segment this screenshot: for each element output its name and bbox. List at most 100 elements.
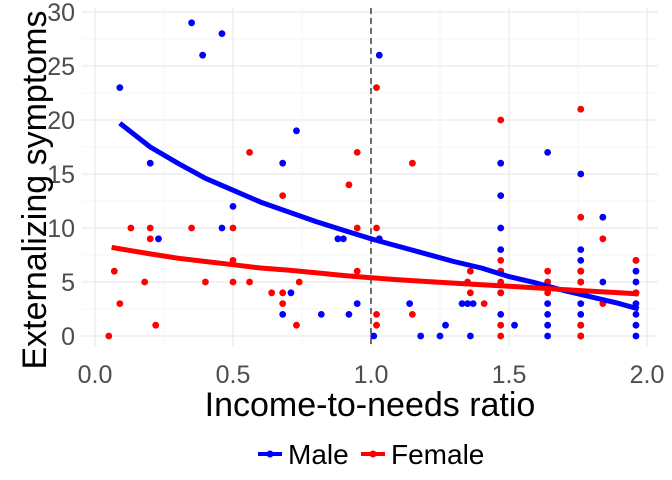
y-tick-label: 30	[47, 0, 75, 27]
data-point-male	[511, 321, 518, 329]
data-point-male	[436, 332, 444, 340]
data-point-male	[599, 213, 607, 221]
data-point-female	[577, 332, 585, 340]
data-point-female	[409, 311, 416, 318]
data-point-female	[141, 278, 149, 286]
data-point-female	[146, 224, 154, 232]
data-point-male	[497, 159, 505, 167]
data-point-female	[293, 321, 300, 329]
data-point-male	[146, 159, 154, 167]
y-tick-label: 10	[47, 215, 75, 243]
data-point-female	[127, 224, 135, 232]
data-point-male	[287, 289, 295, 297]
data-point-male	[155, 235, 162, 243]
y-axis-title: Externalizing symptoms	[16, 10, 54, 369]
data-point-female	[577, 213, 585, 221]
y-tick-labels: 0 5 10 15 20 25 30	[47, 0, 75, 351]
data-point-male	[458, 300, 466, 307]
data-point-male	[417, 332, 425, 340]
data-point-female	[246, 149, 253, 156]
y-tick-label: 0	[61, 323, 75, 351]
data-point-male	[353, 300, 361, 307]
data-point-male	[599, 278, 607, 286]
data-point-female	[353, 149, 361, 156]
x-tick-label: 1.5	[492, 361, 527, 389]
data-point-female	[544, 267, 552, 275]
data-point-female	[202, 278, 209, 286]
data-point-male	[544, 311, 552, 318]
legend-key-female-dot	[369, 450, 377, 458]
data-point-female	[229, 224, 237, 232]
x-tick-label: 1.0	[354, 361, 389, 389]
data-point-female	[279, 289, 287, 297]
data-point-female	[353, 267, 361, 275]
data-point-male	[370, 332, 378, 340]
data-point-female	[229, 278, 237, 286]
data-point-male	[469, 300, 477, 307]
data-point-male	[334, 235, 342, 243]
data-point-male	[116, 84, 124, 91]
data-point-female	[466, 267, 474, 275]
y-tick-label: 15	[47, 161, 75, 189]
data-point-male	[464, 300, 471, 307]
data-point-male	[577, 246, 585, 254]
data-point-female	[599, 235, 607, 243]
data-point-female	[466, 289, 474, 297]
data-point-male	[466, 332, 474, 340]
data-point-male	[544, 300, 552, 307]
data-point-male	[442, 321, 449, 329]
data-point-male	[632, 311, 640, 318]
data-point-male	[497, 224, 505, 232]
data-point-male	[293, 127, 300, 135]
data-point-male	[497, 246, 505, 254]
data-point-male	[188, 19, 196, 27]
data-point-male	[317, 311, 325, 318]
data-point-female	[497, 289, 505, 297]
data-point-male	[632, 321, 640, 329]
data-point-male	[218, 30, 226, 37]
data-point-female	[577, 105, 585, 113]
fit-curve-male	[118, 121, 640, 312]
fit-curve-female	[111, 244, 639, 297]
data-point-female	[268, 289, 276, 297]
x-tick-label: 2.0	[630, 361, 665, 389]
data-point-male	[279, 159, 287, 167]
data-point-male	[632, 332, 640, 340]
data-point-female	[577, 321, 585, 329]
data-point-female	[373, 321, 380, 329]
y-tick-label: 25	[47, 53, 75, 81]
data-point-male	[577, 311, 585, 318]
data-point-female	[279, 192, 287, 200]
grid	[82, 8, 658, 346]
data-point-male	[632, 267, 640, 275]
data-point-male	[577, 170, 585, 178]
data-point-female	[497, 321, 505, 329]
data-point-male	[497, 311, 505, 318]
data-point-male	[218, 224, 226, 232]
data-point-male	[375, 51, 383, 59]
y-tick-label: 5	[61, 269, 75, 297]
legend-key-male-dot	[266, 450, 274, 458]
data-point-male	[406, 300, 414, 307]
data-point-male	[544, 149, 552, 156]
x-tick-labels: 0.0 0.5 1.0 1.5 2.0	[78, 361, 665, 389]
data-point-male	[577, 300, 585, 307]
data-point-female	[105, 332, 113, 340]
data-point-male	[497, 192, 505, 200]
data-point-female	[497, 257, 505, 264]
data-point-female	[295, 278, 303, 286]
data-point-male	[199, 51, 207, 59]
legend-label-female: Female	[391, 439, 484, 470]
data-point-male	[632, 278, 640, 286]
x-tick-label: 0.0	[78, 361, 113, 389]
data-point-female	[497, 332, 505, 340]
data-point-female	[373, 224, 380, 232]
data-point-female	[497, 116, 505, 124]
data-point-male	[229, 203, 237, 210]
data-point-male	[340, 235, 347, 243]
legend-item-female: Female	[361, 439, 484, 470]
fit-curves	[111, 121, 640, 312]
data-point-female	[373, 311, 380, 318]
data-point-female	[345, 181, 353, 189]
